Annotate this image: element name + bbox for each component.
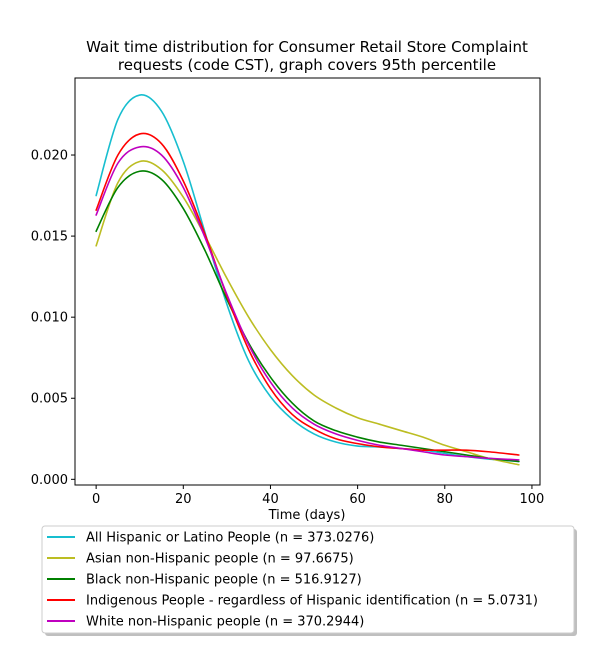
x-tick-label: 60 [349, 492, 366, 507]
x-tick-label: 100 [520, 492, 545, 507]
y-tick-label: 0.005 [31, 392, 68, 407]
chart-title-line-1: Wait time distribution for Consumer Reta… [86, 38, 528, 56]
series-line-5 [95, 145, 520, 461]
series-line-2 [95, 160, 520, 466]
series-line-3 [95, 170, 520, 463]
legend-items: All Hispanic or Latino People (n = 373.0… [47, 531, 538, 630]
series-layer [95, 94, 520, 466]
legend-box [41, 525, 575, 634]
x-tick-label: 20 [175, 492, 192, 507]
series-line-1 [95, 94, 520, 463]
legend: All Hispanic or Latino People (n = 373.0… [41, 525, 577, 636]
chart-title: Wait time distribution for Consumer Reta… [86, 38, 528, 74]
plot-frame [74, 77, 541, 486]
x-axis-label: Time (days) [268, 508, 346, 523]
y-tick-label: 0.000 [31, 473, 68, 488]
x-tick-label: 0 [92, 492, 100, 507]
x-axis: 0 20 40 60 80 100 [92, 485, 544, 507]
chart-title-line-2: requests (code CST), graph covers 95th p… [118, 56, 496, 74]
series-line-4 [95, 132, 520, 456]
legend-label-3: Black non-Hispanic people (n = 516.9127) [86, 573, 362, 588]
legend-label-5: White non-Hispanic people (n = 370.2944) [86, 615, 364, 630]
y-tick-label: 0.015 [31, 230, 68, 245]
x-tick-label: 40 [262, 492, 279, 507]
y-tick-label: 0.020 [31, 149, 68, 164]
legend-label-4: Indigenous People - regardless of Hispan… [86, 594, 538, 609]
y-tick-label: 0.010 [31, 311, 68, 326]
y-axis: 0.000 0.005 0.010 0.015 0.020 [31, 149, 75, 488]
legend-label-2: Asian non-Hispanic people (n = 97.6675) [86, 552, 354, 567]
x-tick-label: 80 [437, 492, 454, 507]
legend-label-1: All Hispanic or Latino People (n = 373.0… [86, 531, 374, 546]
